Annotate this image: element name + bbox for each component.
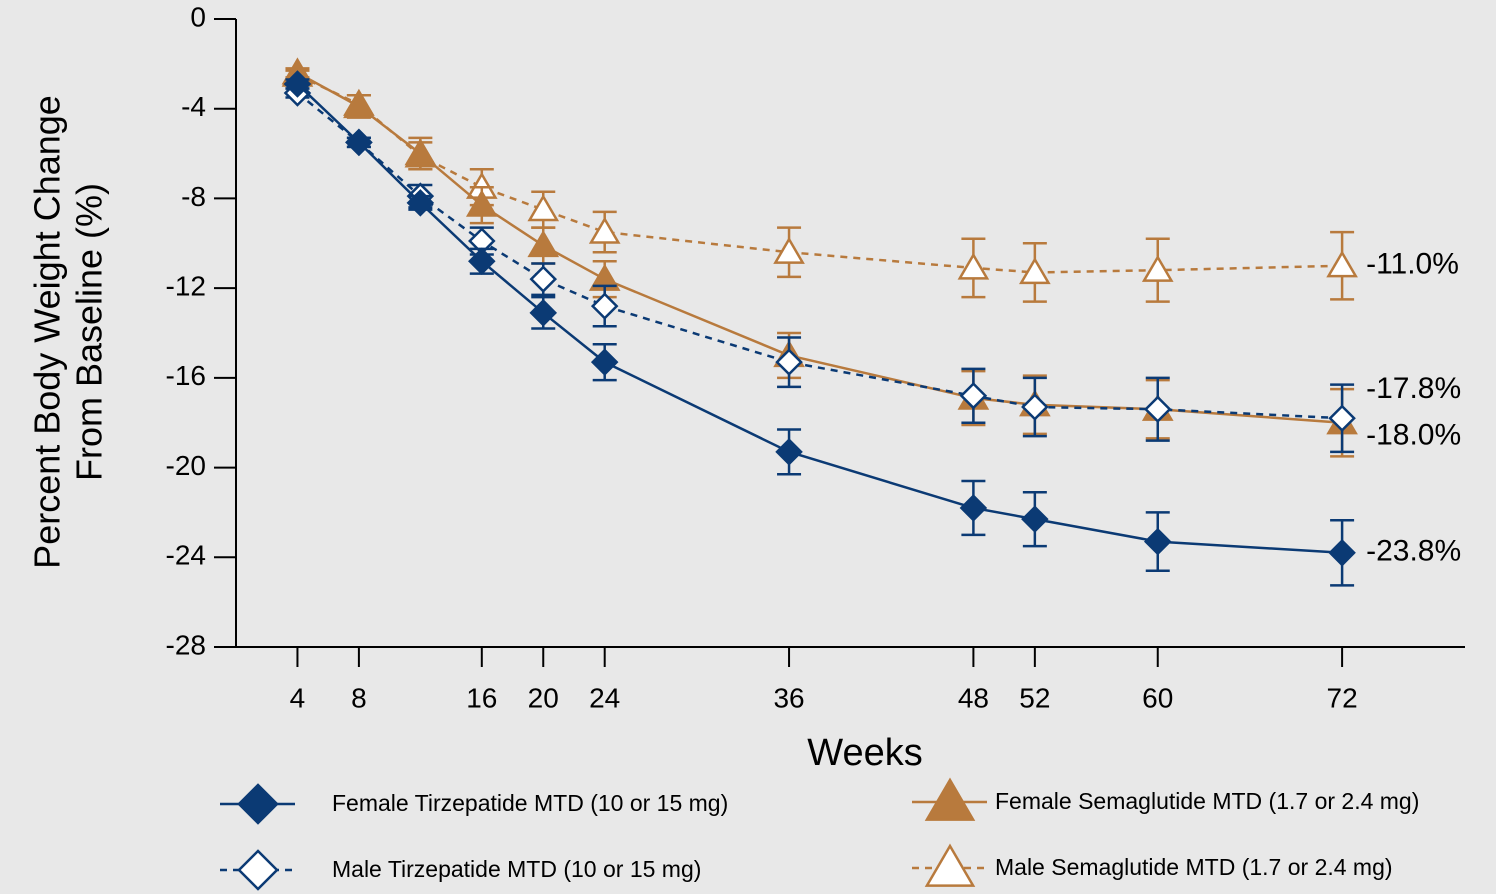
marker [529, 299, 558, 327]
series-line [296, 92, 1343, 420]
y-tick-label: -12 [166, 271, 206, 302]
marker [1328, 404, 1356, 432]
y-tick-label: -24 [166, 540, 206, 571]
marker [1328, 539, 1356, 567]
end-label: -23.8% [1366, 535, 1461, 568]
marker [924, 777, 976, 821]
marker [924, 843, 976, 887]
marker [1326, 250, 1358, 278]
legend-item: Male Tirzepatide MTD (10 or 15 mg) [220, 849, 701, 891]
marker [468, 247, 496, 275]
marker [775, 348, 803, 376]
marker [237, 783, 279, 825]
marker [343, 90, 375, 119]
legend-label: Female Tirzepatide MTD (10 or 15 mg) [332, 790, 728, 816]
x-tick-label: 48 [958, 682, 989, 713]
x-tick-label: 8 [351, 682, 367, 713]
x-tick-label: 36 [773, 682, 804, 713]
legend-item: Male Semaglutide MTD (1.7 or 2.4 mg) [912, 843, 1393, 887]
marker [1143, 527, 1172, 556]
y-axis-label: From Baseline (%) [69, 183, 110, 481]
legend-label: Male Tirzepatide MTD (10 or 15 mg) [332, 856, 701, 882]
y-tick-label: -8 [181, 181, 206, 212]
marker [406, 189, 435, 217]
y-axis-label: Percent Body Weight Change [27, 95, 68, 569]
x-tick-label: 52 [1019, 682, 1050, 713]
legend-label: Male Semaglutide MTD (1.7 or 2.4 mg) [995, 854, 1393, 880]
marker [1021, 393, 1049, 421]
marker [1143, 395, 1172, 424]
marker [588, 216, 621, 244]
marker [773, 236, 805, 264]
x-tick-label: 24 [589, 682, 620, 713]
legend-label: Female Semaglutide MTD (1.7 or 2.4 mg) [995, 788, 1419, 814]
marker [527, 194, 560, 222]
marker [283, 70, 312, 98]
marker [590, 348, 619, 376]
marker [959, 494, 988, 522]
marker [590, 292, 619, 320]
x-tick-label: 72 [1327, 682, 1358, 713]
marker [959, 382, 988, 410]
legend-item: Female Tirzepatide MTD (10 or 15 mg) [220, 783, 728, 825]
marker [1021, 505, 1049, 533]
marker [1019, 256, 1051, 285]
x-axis-label: Weeks [807, 732, 922, 774]
end-label: -17.8% [1366, 372, 1461, 405]
marker [775, 438, 803, 466]
x-tick-label: 60 [1142, 682, 1173, 713]
y-tick-label: -16 [166, 360, 206, 391]
marker [237, 849, 279, 891]
y-tick-label: -20 [166, 450, 206, 481]
series [283, 70, 1356, 587]
x-tick-label: 4 [290, 682, 306, 713]
end-label: -18.0% [1366, 419, 1461, 452]
marker [1141, 254, 1174, 282]
marker [345, 128, 373, 157]
y-tick-label: -28 [166, 629, 206, 660]
marker [529, 265, 558, 293]
y-tick-label: 0 [190, 1, 206, 32]
marker [465, 189, 498, 217]
marker [957, 252, 990, 280]
marker [527, 230, 560, 258]
end-label: -11.0% [1366, 248, 1459, 281]
x-tick-label: 20 [528, 682, 559, 713]
marker [404, 138, 437, 166]
x-tick-label: 16 [466, 682, 497, 713]
y-tick-label: -4 [181, 91, 206, 122]
legend-item: Female Semaglutide MTD (1.7 or 2.4 mg) [912, 777, 1419, 821]
